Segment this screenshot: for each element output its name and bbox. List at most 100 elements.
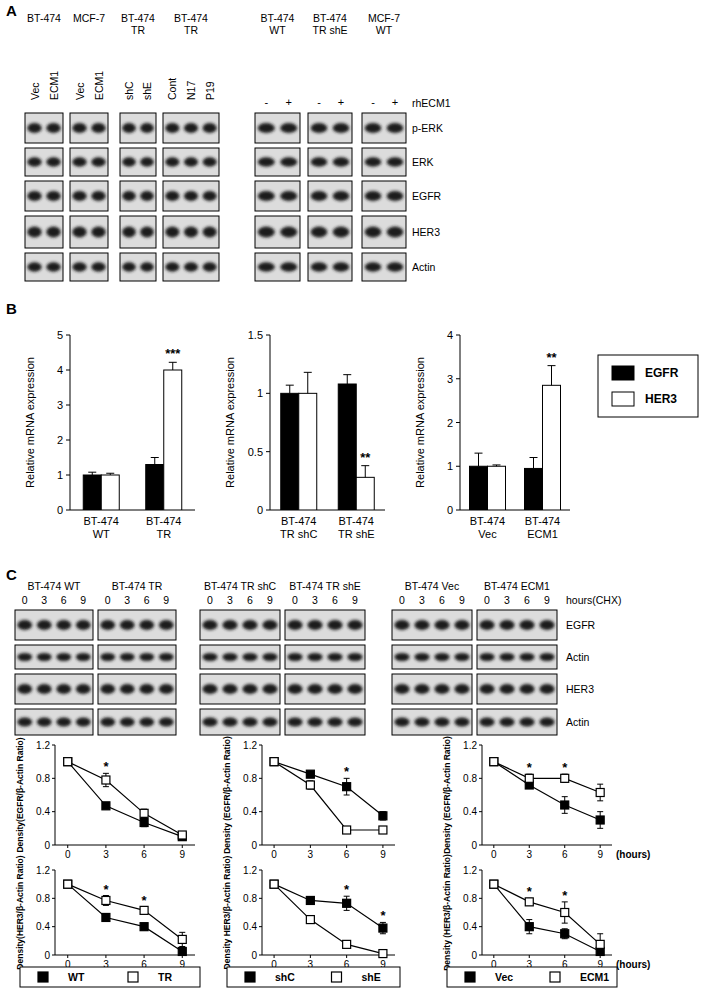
blot-box xyxy=(120,113,156,143)
y-tick-label: 0.4 xyxy=(463,921,477,932)
error-bar xyxy=(169,362,177,370)
bar xyxy=(299,393,317,510)
bar xyxy=(281,393,299,510)
marker xyxy=(270,758,278,766)
row-label: HER3 xyxy=(412,226,440,238)
group-header: BT-474 Vec xyxy=(405,580,459,592)
band xyxy=(414,718,429,727)
category-line: WT xyxy=(93,528,110,540)
band xyxy=(165,123,179,133)
band xyxy=(479,718,494,727)
y-tick-label: 0 xyxy=(251,950,257,961)
band xyxy=(100,684,115,694)
y-tick xyxy=(52,926,55,927)
lane-label: 3 xyxy=(312,594,318,606)
y-tick-label: 1.2 xyxy=(36,865,50,876)
marker xyxy=(343,940,351,948)
band xyxy=(262,653,277,661)
y-axis-label: Density (EGFR/β-Actin Ratio) xyxy=(222,736,232,854)
blot-box xyxy=(98,610,176,640)
band xyxy=(165,157,179,167)
error-bar xyxy=(493,465,501,466)
line xyxy=(494,762,600,820)
lane-label: 0 xyxy=(292,594,298,606)
x-tick-label: 9 xyxy=(597,849,603,860)
bar xyxy=(356,477,374,510)
x-tick xyxy=(564,845,565,848)
lane-label: - xyxy=(371,96,375,108)
lane-label: 0 xyxy=(22,594,28,606)
y-tick-label: 0.8 xyxy=(243,773,257,784)
y-tick-label: 0 xyxy=(251,840,257,851)
time-label: hours(CHX) xyxy=(566,594,621,606)
row-label: EGFR xyxy=(566,619,596,631)
category-line: TR shC xyxy=(280,528,317,540)
significance: * xyxy=(344,882,350,897)
band xyxy=(434,684,449,694)
line xyxy=(274,762,383,830)
blot-box xyxy=(392,709,472,735)
band xyxy=(46,227,60,238)
lane-label: shC xyxy=(123,81,135,100)
error-cap xyxy=(344,795,350,796)
band xyxy=(91,262,105,272)
y-tick xyxy=(479,811,482,812)
category-line: Vec xyxy=(478,528,497,540)
x-axis xyxy=(482,845,612,846)
error-bar xyxy=(307,897,313,904)
legend-box xyxy=(227,967,400,987)
error-bar xyxy=(344,778,350,795)
blot-box xyxy=(70,113,108,143)
blot-box xyxy=(362,216,406,248)
band xyxy=(139,718,154,727)
x-tick-label: 0 xyxy=(271,849,277,860)
error-stem xyxy=(172,362,173,370)
series-group xyxy=(490,758,604,829)
band xyxy=(46,262,60,272)
row-label: EGFR xyxy=(412,190,442,202)
band xyxy=(202,653,217,661)
error-stem xyxy=(289,385,290,393)
y-tick-label: 0.8 xyxy=(36,893,50,904)
error-cap xyxy=(597,811,603,812)
lane-label: Vec xyxy=(29,82,41,100)
marker xyxy=(102,802,110,810)
y-tick xyxy=(66,335,70,336)
band xyxy=(394,653,409,661)
y-tick xyxy=(479,745,482,746)
blot-box xyxy=(255,148,300,176)
blot-box xyxy=(362,148,406,176)
error-cap xyxy=(475,453,483,454)
marker xyxy=(102,913,110,921)
lane-label: 0 xyxy=(399,594,405,606)
lane-label: 6 xyxy=(439,594,445,606)
y-tick xyxy=(259,955,262,956)
group-header: BT-474 xyxy=(27,12,61,24)
band xyxy=(140,157,154,167)
blot-box xyxy=(392,674,472,704)
line xyxy=(494,762,600,793)
blot-box xyxy=(98,674,176,704)
error-bar xyxy=(475,453,483,466)
y-tick-label: 1.2 xyxy=(243,865,257,876)
band xyxy=(184,191,198,201)
marker xyxy=(64,880,72,888)
line xyxy=(68,884,183,951)
error-cap xyxy=(103,905,109,906)
lane-label: 6 xyxy=(524,594,530,606)
legend-box xyxy=(598,355,698,417)
error-bar xyxy=(103,773,109,786)
blot-box xyxy=(200,709,280,735)
blot-box xyxy=(163,113,219,143)
error-cap xyxy=(597,828,603,829)
error-bar xyxy=(344,896,350,910)
legend-swatch xyxy=(128,972,138,982)
x-axis-label: (hours) xyxy=(616,849,650,860)
y-tick xyxy=(479,870,482,871)
error-cap xyxy=(286,385,294,386)
error-cap xyxy=(179,946,185,947)
band xyxy=(56,653,71,661)
group-header: BT-474 xyxy=(313,12,347,24)
band xyxy=(365,191,382,201)
band xyxy=(46,157,60,167)
